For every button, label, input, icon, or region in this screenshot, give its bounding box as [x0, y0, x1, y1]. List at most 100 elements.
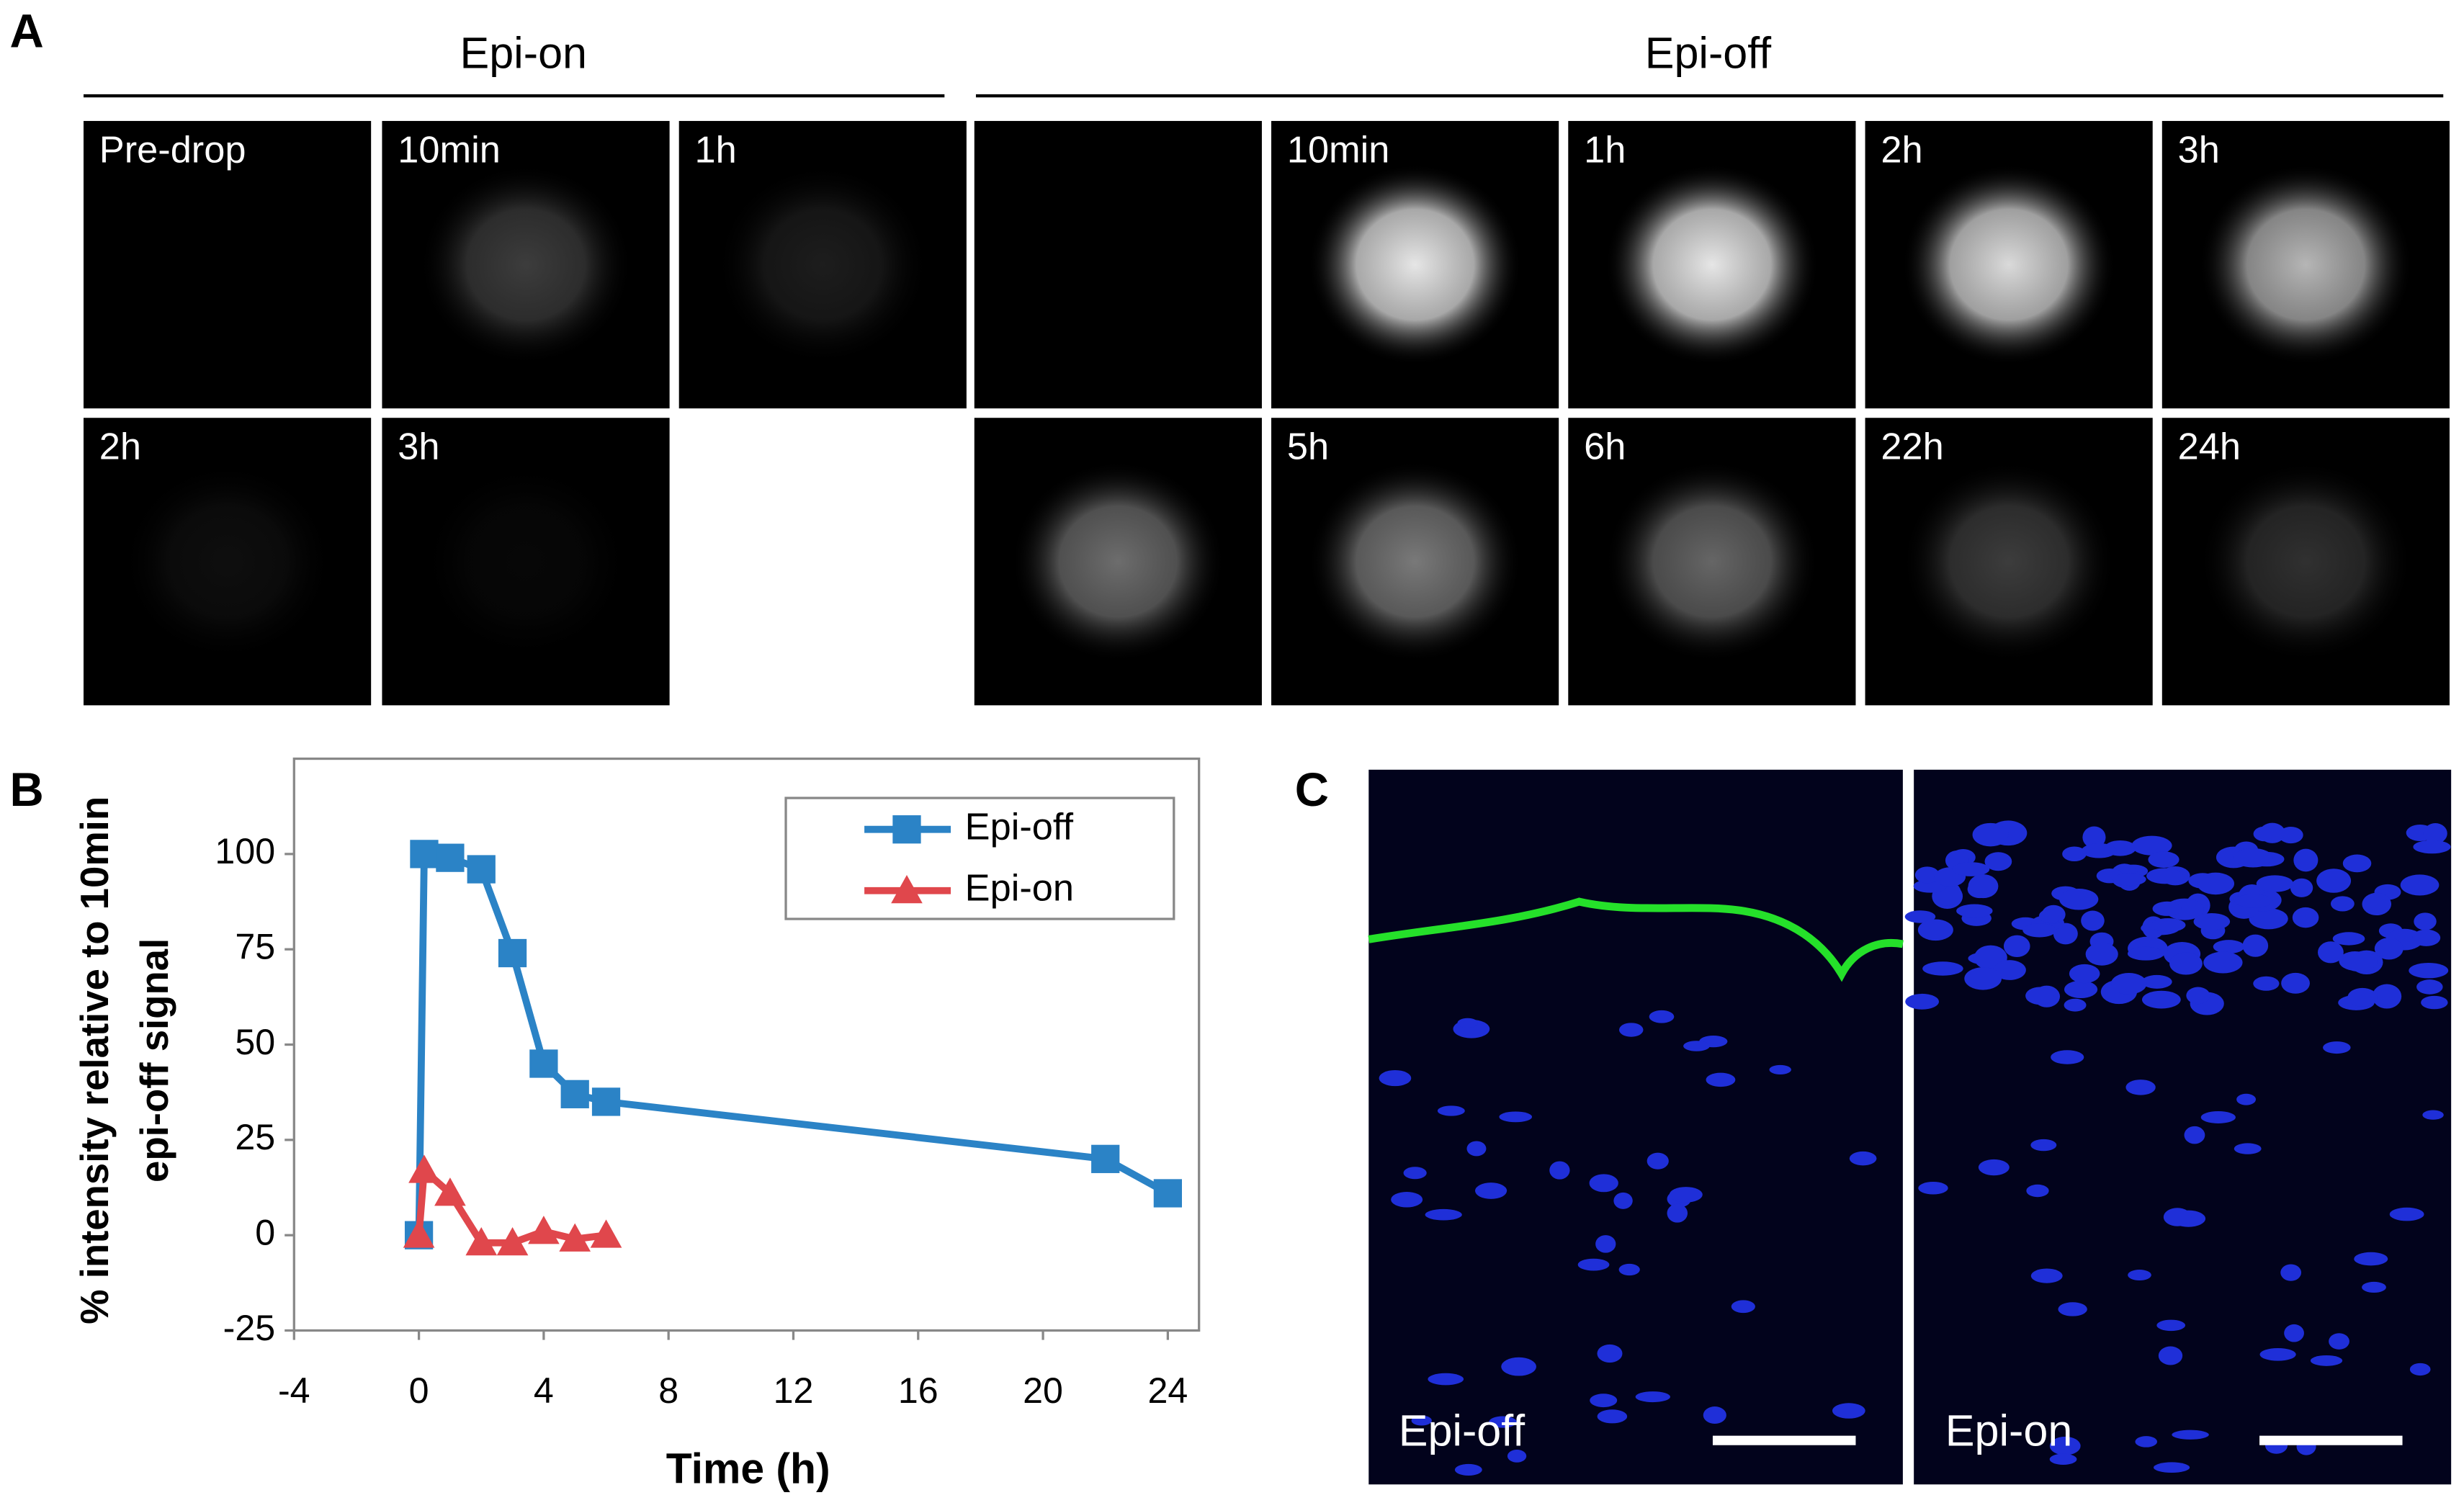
y-tick-label: 100 — [215, 831, 275, 871]
x-tick-label: 0 — [409, 1370, 429, 1411]
nucleus — [1428, 1373, 1464, 1386]
image-label: 10min — [398, 129, 501, 171]
nucleus — [2342, 951, 2378, 972]
nucleus — [1964, 967, 2002, 990]
nucleus — [2163, 1208, 2192, 1226]
nucleus — [2053, 923, 2078, 945]
nucleus — [2213, 940, 2245, 954]
fluorescence — [418, 163, 633, 366]
nucleus — [1703, 1406, 1726, 1424]
nucleus — [2169, 952, 2203, 975]
nucleus — [1635, 1391, 1670, 1403]
fluorescence — [1011, 461, 1225, 663]
nucleus — [1590, 1393, 1618, 1408]
nucleus — [1454, 1463, 1482, 1476]
image-label: Epi-off — [1399, 1406, 1526, 1455]
nucleus — [2184, 1126, 2205, 1144]
nucleus — [1647, 1152, 1669, 1170]
nucleus — [1832, 1403, 1865, 1419]
fluorescence — [120, 461, 334, 663]
x-tick-label: 12 — [774, 1370, 814, 1411]
nucleus — [2253, 976, 2280, 991]
nucleus — [2362, 892, 2392, 916]
nucleus — [2292, 907, 2319, 928]
nucleus — [2421, 995, 2448, 1010]
nucleus — [2062, 846, 2087, 862]
nucleus — [2141, 974, 2172, 989]
nucleus — [2414, 912, 2437, 930]
image-label: 3h — [2178, 129, 2220, 171]
nucleus — [1595, 1235, 1616, 1253]
nucleus — [2362, 1281, 2386, 1293]
panel-label: C — [1295, 763, 1329, 816]
nucleus — [2332, 932, 2365, 946]
nucleus — [1917, 919, 1953, 941]
image-label: 3h — [398, 426, 439, 468]
nucleus — [1984, 852, 2012, 871]
nucleus — [2280, 1264, 2302, 1281]
nucleus — [1905, 993, 1940, 1010]
nucleus — [2234, 1143, 2262, 1154]
nucleus — [2030, 1268, 2063, 1283]
nucleus — [2069, 964, 2100, 984]
image-label: 2h — [99, 426, 141, 468]
y-tick-label: 50 — [235, 1022, 275, 1062]
nucleus — [2151, 918, 2186, 933]
nucleus — [2400, 874, 2440, 896]
nucleus — [2372, 984, 2402, 1009]
image-label: Epi-on — [1945, 1406, 2073, 1455]
nucleus — [2409, 962, 2449, 979]
nucleus — [1425, 1208, 1462, 1221]
nucleus — [2329, 1333, 2349, 1350]
image-label: 6h — [1584, 426, 1626, 468]
nucleus — [1597, 1344, 1623, 1363]
nucleus — [2411, 929, 2441, 946]
nucleus — [2259, 1347, 2296, 1361]
fluorescence — [1308, 461, 1522, 663]
nucleus — [2200, 1111, 2236, 1123]
nucleus — [1391, 1191, 1423, 1208]
nucleus — [2172, 1430, 2209, 1440]
nucleus — [2256, 875, 2294, 892]
fluorescence — [1605, 461, 1819, 663]
nucleus — [2152, 901, 2182, 916]
nucleus — [2158, 1346, 2183, 1365]
nucleus — [2049, 1453, 2077, 1465]
fluorescence — [2199, 163, 2413, 366]
micrograph — [1914, 769, 2452, 1485]
micrograph — [974, 120, 1262, 409]
y-tick-label: 75 — [235, 926, 275, 966]
legend-box — [784, 796, 1175, 920]
nucleus — [2281, 972, 2310, 994]
marker — [403, 1219, 435, 1248]
nucleus — [2141, 990, 2181, 1009]
nucleus — [1978, 1159, 2010, 1176]
marker — [559, 1223, 591, 1252]
micrograph — [84, 120, 372, 409]
nucleus — [2242, 934, 2269, 957]
nucleus — [2127, 946, 2164, 961]
marker — [590, 1219, 622, 1248]
x-tick-label: 16 — [898, 1370, 938, 1411]
nucleus — [1411, 1415, 1432, 1426]
nucleus — [2197, 872, 2235, 895]
nucleus — [1769, 1064, 1791, 1074]
nucleus — [1549, 1161, 1570, 1180]
nucleus — [1379, 1069, 1412, 1087]
nucleus — [2131, 835, 2172, 856]
nucleus — [2081, 910, 2105, 931]
group-label: Epi-on — [460, 29, 587, 78]
nucleus — [2148, 851, 2179, 869]
marker — [467, 855, 496, 884]
x-axis-label: Time (h) — [666, 1445, 830, 1492]
nucleus — [1952, 862, 1990, 876]
nucleus — [1499, 1111, 1533, 1123]
nucleus — [2422, 1110, 2444, 1120]
nucleus — [2203, 951, 2243, 974]
marker — [498, 938, 527, 968]
x-tick-label: 8 — [658, 1370, 678, 1411]
micrograph — [1368, 769, 1903, 1485]
nucleus — [1968, 874, 1999, 899]
nucleus — [1577, 1258, 1610, 1271]
nucleus — [2317, 941, 2344, 964]
